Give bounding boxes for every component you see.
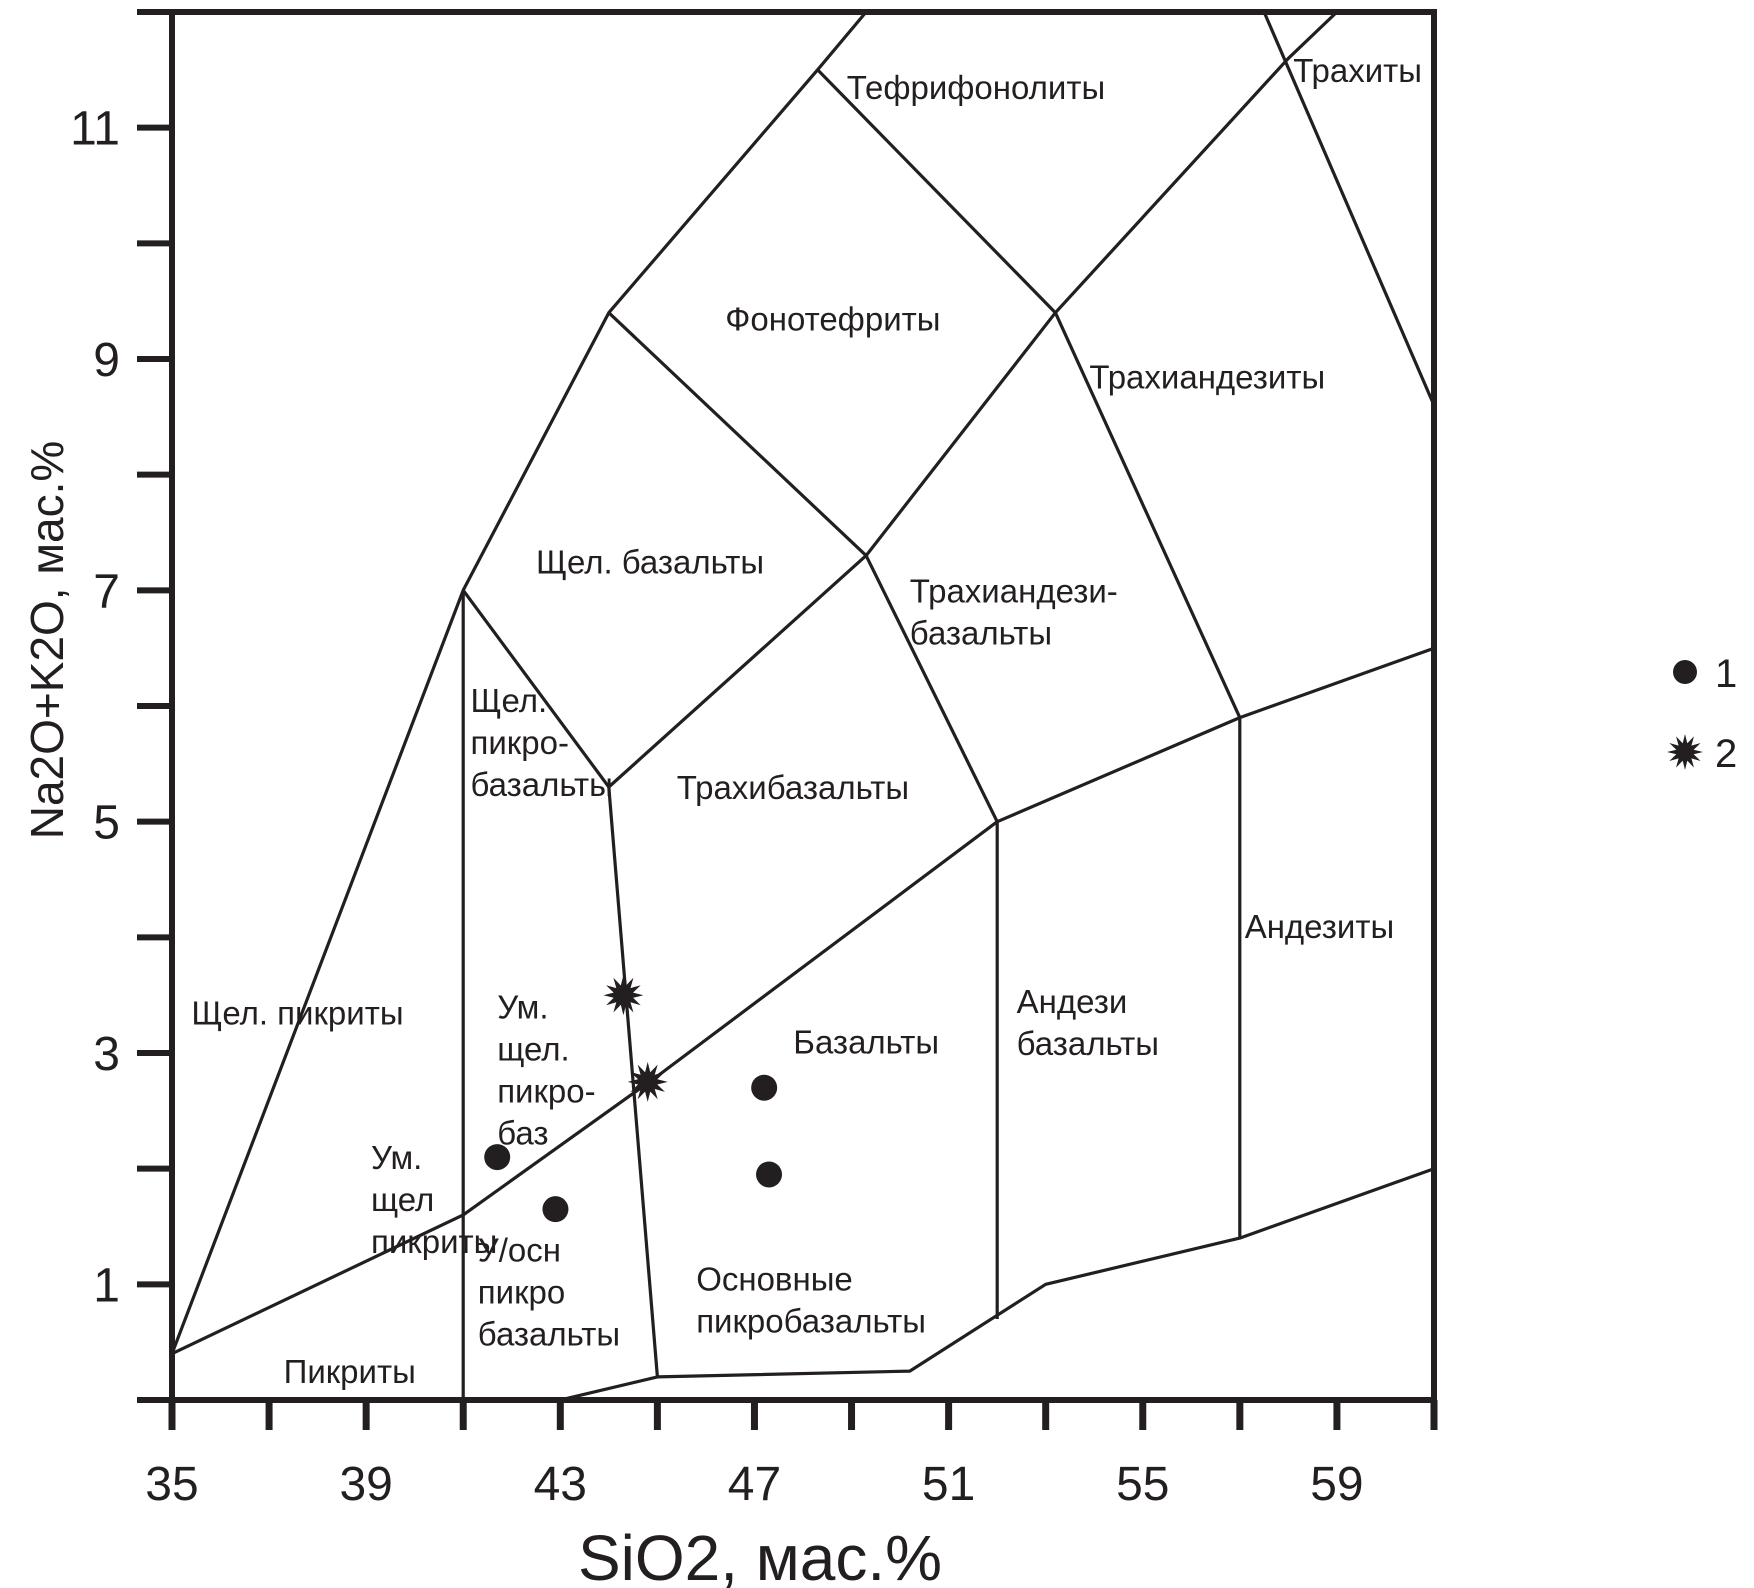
y-tick-label: 9 <box>93 334 120 387</box>
x-tick-label: 51 <box>922 1458 975 1511</box>
field-label-14: Ум. щел пикриты <box>371 1139 497 1260</box>
legend-label-1: 1 <box>1715 652 1737 696</box>
legend-marker-star <box>1667 734 1703 770</box>
legend-marker-circle <box>1673 660 1697 684</box>
series-2-point-2 <box>627 1061 668 1102</box>
field-label-8: Трахибазальты <box>677 769 909 806</box>
data-points <box>484 975 783 1223</box>
series-1-point-3 <box>751 1074 778 1101</box>
field-label-1: Тефрифонолиты <box>847 69 1105 106</box>
field-boundary-12 <box>1262 11 1436 406</box>
field-boundary-8 <box>864 554 999 823</box>
x-tick-label: 35 <box>145 1458 198 1511</box>
field-boundary-3 <box>171 646 1435 1356</box>
field-label-4: Трахиандезиты <box>1089 358 1325 395</box>
x-tick-label: 47 <box>728 1458 781 1511</box>
field-label-15: У/осн пикро базальты <box>478 1232 620 1353</box>
field-label-17: Пикриты <box>284 1353 416 1390</box>
x-tick-label: 59 <box>1310 1458 1363 1511</box>
series-1-point-2 <box>542 1196 569 1223</box>
field-label-11: Ум. щел. пикро-баз <box>497 989 595 1152</box>
legend: 12 <box>1667 652 1737 776</box>
y-tick-label: 1 <box>93 1259 120 1312</box>
field-label-13: Андези базальты <box>1017 983 1159 1062</box>
field-labels: Тефрифонолиты Трахиты Фонотефриты Трахианде… <box>191 52 1422 1390</box>
field-label-9: Андезиты <box>1245 908 1395 945</box>
x-tick-label: 39 <box>339 1458 392 1511</box>
x-axis-title: SiO2, мас.% <box>578 1522 942 1588</box>
field-label-2: Трахиты <box>1293 52 1422 89</box>
plot-frame <box>169 9 1437 1403</box>
y-tick-label: 5 <box>93 797 120 850</box>
field-boundary-2 <box>461 10 1339 789</box>
field-boundaries <box>170 10 1436 1402</box>
field-label-12: Базальты <box>793 1023 939 1060</box>
x-tick-label: 43 <box>534 1458 587 1511</box>
field-label-10: Щел. пикриты <box>191 995 403 1032</box>
field-boundary-5 <box>607 311 868 557</box>
field-label-3: Фонотефриты <box>725 301 940 338</box>
field-boundary-7 <box>1053 312 1242 719</box>
x-tick-label: 55 <box>1116 1458 1169 1511</box>
field-label-16: Основные пикробазальты <box>696 1261 926 1340</box>
y-tick-label: 3 <box>93 1028 120 1081</box>
y-axis-title: Na2O+K2O, мас.% <box>21 441 73 840</box>
legend-label-2: 2 <box>1715 732 1737 776</box>
series-1-point-4 <box>756 1161 783 1188</box>
field-boundary-13 <box>559 1167 1435 1402</box>
y-tick-label: 11 <box>70 103 120 156</box>
series-2-point-1 <box>603 975 644 1016</box>
field-label-6: Трахиандези-базальты <box>910 572 1118 651</box>
y-tick-label: 7 <box>93 565 120 618</box>
field-boundary-6 <box>816 68 1057 314</box>
series-1-point-1 <box>484 1144 511 1171</box>
field-label-7: Щел. пикро-базальты <box>471 682 613 803</box>
field-label-5: Щел. базальты <box>536 543 764 580</box>
